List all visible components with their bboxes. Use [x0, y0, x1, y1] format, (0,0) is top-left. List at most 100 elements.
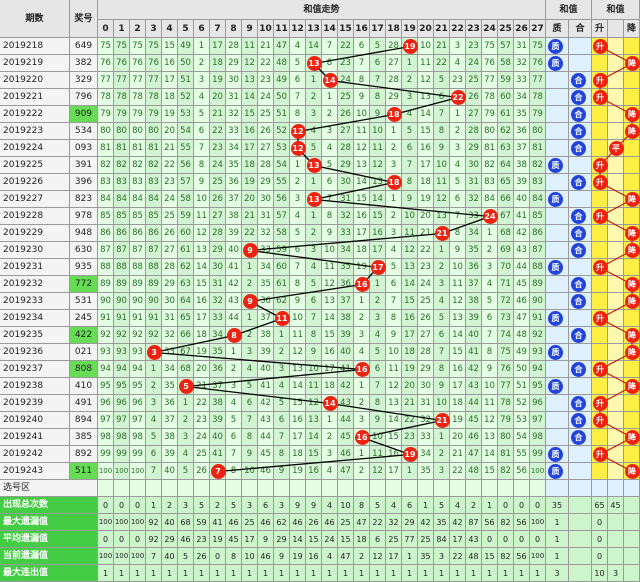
select-cell[interactable] [370, 480, 386, 497]
trend-cell [624, 174, 640, 191]
sum-ball: 16 [354, 430, 370, 445]
sum-col-header: 0 [98, 20, 114, 38]
miss-cell: 36 [338, 276, 354, 293]
miss-cell: 2 [226, 361, 242, 378]
miss-cell: 19 [210, 72, 226, 89]
stat-cell: 1 [114, 565, 130, 582]
trend-cell [608, 259, 624, 276]
select-cell[interactable] [450, 480, 466, 497]
stat-cell: 23 [194, 531, 210, 548]
select-cell[interactable] [242, 480, 258, 497]
miss-cell: 4 [242, 361, 258, 378]
miss-cell: 99 [130, 446, 146, 463]
select-cell[interactable] [338, 480, 354, 497]
miss-cell: 80 [530, 123, 546, 140]
prime-cell [546, 276, 569, 293]
select-cell[interactable] [114, 480, 130, 497]
miss-cell: 37 [226, 191, 242, 208]
select-cell[interactable] [258, 480, 274, 497]
select-cell[interactable] [498, 480, 514, 497]
select-cell[interactable] [608, 480, 624, 497]
trend-cell [608, 344, 624, 361]
parity-ball: 质 [548, 447, 563, 462]
stat-tail: 10 [592, 565, 608, 582]
select-cell[interactable] [290, 480, 306, 497]
select-cell[interactable] [98, 480, 114, 497]
miss-cell: 23 [418, 259, 434, 276]
miss-cell: 21 [418, 225, 434, 242]
miss-cell: 2 [274, 344, 290, 361]
miss-cell: 29 [418, 361, 434, 378]
miss-cell: 24 [418, 276, 434, 293]
miss-cell: 76 [498, 361, 514, 378]
miss-cell: 35 [210, 344, 226, 361]
miss-cell: 34 [226, 140, 242, 157]
trend-header: 和值走势 [98, 0, 546, 20]
select-cell[interactable] [306, 480, 322, 497]
select-cell[interactable] [530, 480, 546, 497]
select-cell[interactable] [592, 480, 608, 497]
select-cell[interactable] [354, 480, 370, 497]
miss-cell: 29 [258, 174, 274, 191]
select-cell[interactable] [482, 480, 498, 497]
sum-col-header: 8 [226, 20, 242, 38]
select-cell[interactable] [514, 480, 530, 497]
miss-cell: 11 [450, 276, 466, 293]
miss-cell: 13 [194, 242, 210, 259]
miss-cell: 84 [530, 191, 546, 208]
select-cell[interactable] [466, 480, 482, 497]
select-cell[interactable] [274, 480, 290, 497]
sum-col-header: 1 [114, 20, 130, 38]
select-cell[interactable] [194, 480, 210, 497]
prime-cell [546, 208, 569, 225]
miss-cell: 22 [402, 412, 418, 429]
miss-cell: 42 [514, 225, 530, 242]
select-cell[interactable] [402, 480, 418, 497]
miss-cell: 17 [210, 38, 226, 55]
stat-cell: 1 [370, 565, 386, 582]
trend-cell [592, 106, 608, 123]
prime-cell [546, 429, 569, 446]
select-cell[interactable] [434, 480, 450, 497]
select-cell[interactable] [546, 480, 569, 497]
miss-cell: 89 [530, 276, 546, 293]
stat-tail [569, 531, 592, 548]
miss-cell: 53 [274, 140, 290, 157]
stat-cell: 1 [290, 565, 306, 582]
stat-tail [569, 497, 592, 514]
parity-ball: 质 [548, 39, 563, 54]
trend-cell [608, 412, 624, 429]
miss-cell: 37 [514, 140, 530, 157]
miss-cell: 42 [258, 395, 274, 412]
miss-cell: 33 [466, 208, 482, 225]
select-cell[interactable] [624, 480, 640, 497]
select-cell[interactable] [569, 480, 592, 497]
miss-cell: 76 [146, 55, 162, 72]
sum-col-header: 5 [178, 20, 194, 38]
miss-cell: 81 [146, 140, 162, 157]
miss-cell: 98 [114, 429, 130, 446]
stat-tail: 45 [608, 497, 624, 514]
miss-cell: 83 [114, 174, 130, 191]
stat-cell: 1 [162, 565, 178, 582]
miss-cell: 30 [162, 293, 178, 310]
select-cell[interactable] [162, 480, 178, 497]
stat-cell: 1 [274, 565, 290, 582]
miss-cell: 74 [498, 327, 514, 344]
select-cell[interactable] [322, 480, 338, 497]
select-cell[interactable] [130, 480, 146, 497]
select-cell[interactable] [178, 480, 194, 497]
stat-cell: 17 [450, 531, 466, 548]
stat-cell: 3 [434, 548, 450, 565]
composite-cell [569, 157, 592, 174]
parity-ball: 合 [571, 226, 586, 241]
select-cell[interactable] [226, 480, 242, 497]
stat-cell: 4 [450, 497, 466, 514]
select-cell[interactable] [418, 480, 434, 497]
select-cell[interactable] [386, 480, 402, 497]
select-cell[interactable] [210, 480, 226, 497]
miss-cell: 98 [130, 429, 146, 446]
miss-cell: 87 [146, 242, 162, 259]
select-cell[interactable] [146, 480, 162, 497]
miss-cell: 37 [466, 276, 482, 293]
